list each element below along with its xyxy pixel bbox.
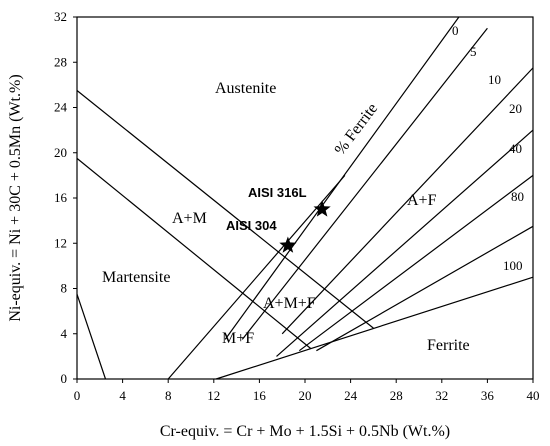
ferrite-isolines — [224, 16, 534, 357]
boundary-ferrite-bottom — [215, 276, 534, 380]
isoline-label-40: 40 — [509, 141, 522, 156]
x-tick-label: 32 — [435, 388, 448, 403]
boundary-martensite-lower — [76, 157, 312, 349]
x-tick-label: 12 — [207, 388, 220, 403]
region-label-a-f: A+F — [407, 192, 437, 209]
percent-ferrite-label: % Ferrite — [332, 100, 382, 158]
isoline-label-100: 100 — [503, 258, 523, 273]
boundary-martensite-left — [76, 294, 107, 380]
isoline-0 — [224, 16, 460, 340]
y-axis-title: Ni-equiv. = Ni + 30C + 0.5Mn (Wt.%) — [7, 74, 24, 321]
isoline-20 — [276, 129, 534, 357]
y-tick-label: 32 — [54, 9, 67, 24]
x-tick-label: 0 — [74, 388, 81, 403]
x-tick-label: 28 — [390, 388, 403, 403]
region-label-austenite: Austenite — [215, 80, 276, 97]
x-tick-label: 36 — [481, 388, 495, 403]
x-tick-label: 40 — [527, 388, 540, 403]
isoline-label-20: 20 — [509, 101, 522, 116]
x-tick-label: 24 — [344, 388, 358, 403]
isoline-label-80: 80 — [511, 189, 524, 204]
x-axis-ticks: 0 4 8 12 16 20 24 28 32 36 40 — [74, 379, 540, 403]
region-label-ferrite: Ferrite — [427, 337, 470, 354]
x-tick-label: 8 — [165, 388, 172, 403]
point-label-aisi-316l: AISI 316L — [248, 185, 307, 200]
star-marker-aisi-304 — [279, 236, 297, 253]
region-label-martensite: Martensite — [102, 269, 170, 286]
phase-boundaries — [76, 90, 534, 380]
isoline-80 — [316, 225, 534, 352]
isoline-label-5: 5 — [470, 44, 477, 59]
isoline-40 — [298, 174, 534, 352]
y-tick-label: 8 — [61, 281, 68, 296]
y-tick-label: 4 — [61, 326, 68, 341]
boundary-austenite-martensite — [76, 90, 374, 329]
isoline-5 — [241, 27, 488, 340]
y-axis-ticks: 0 4 8 12 16 20 24 28 32 — [54, 9, 77, 386]
steel-points — [279, 200, 331, 253]
star-marker-aisi-316l — [313, 200, 331, 217]
x-tick-label: 16 — [253, 388, 267, 403]
isoline-10 — [281, 67, 534, 335]
x-axis-title: Cr-equiv. = Cr + Mo + 1.5Si + 0.5Nb (Wt.… — [160, 423, 450, 440]
y-tick-label: 24 — [54, 100, 68, 115]
region-label-m-f: M+F — [222, 330, 254, 347]
y-tick-label: 28 — [54, 54, 67, 69]
y-tick-label: 20 — [54, 145, 67, 160]
x-tick-label: 4 — [119, 388, 126, 403]
point-label-aisi-304: AISI 304 — [226, 218, 277, 233]
region-label-a-m-f: A+M+F — [263, 295, 316, 312]
y-tick-label: 16 — [54, 190, 68, 205]
boundary-lower-cr-limit — [167, 175, 346, 380]
y-tick-label: 12 — [54, 235, 67, 250]
y-tick-label: 0 — [61, 371, 68, 386]
isoline-label-0: 0 — [452, 23, 459, 38]
isoline-label-10: 10 — [488, 72, 501, 87]
x-tick-label: 20 — [299, 388, 312, 403]
region-label-a-m: A+M — [172, 210, 207, 227]
